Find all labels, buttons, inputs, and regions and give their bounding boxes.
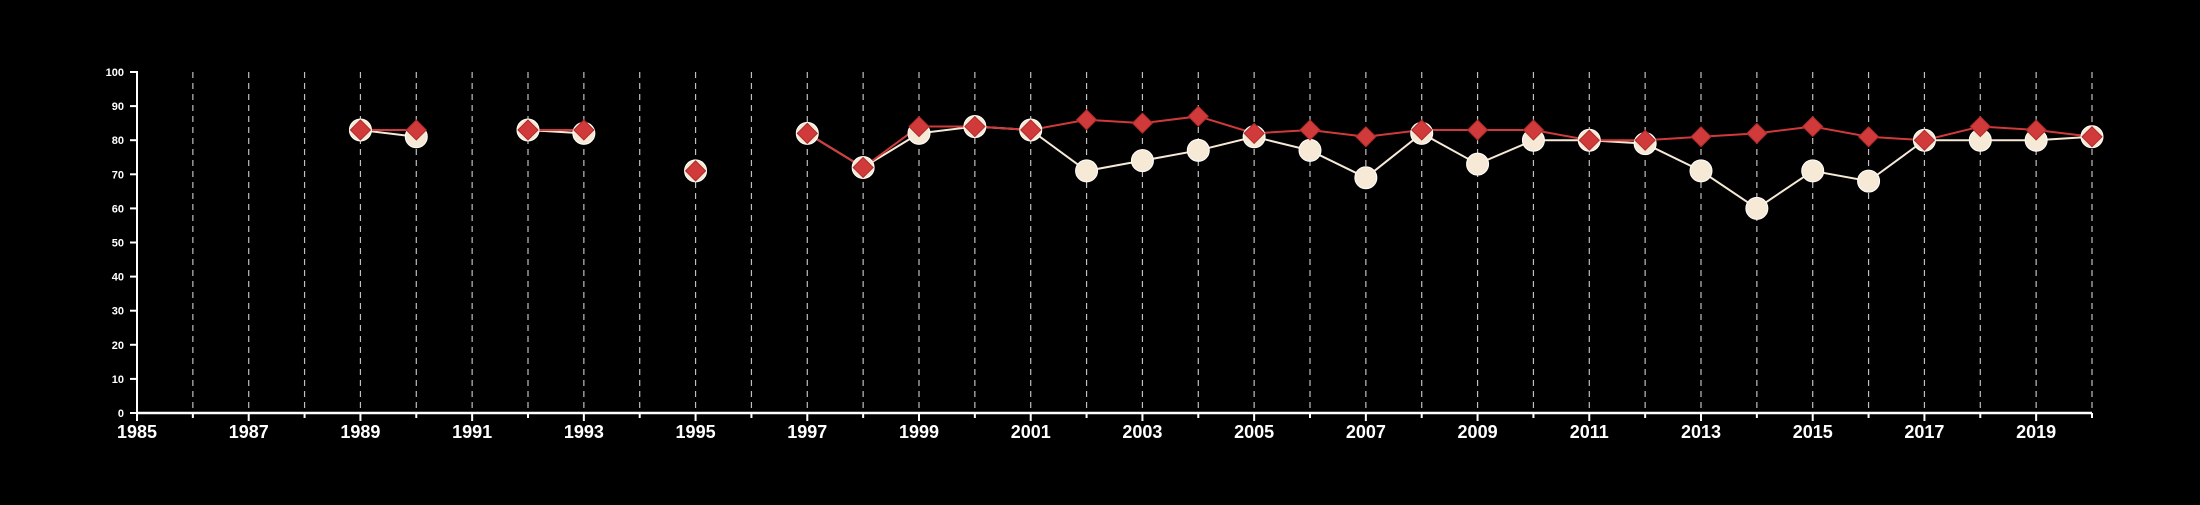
x-tick-label: 1985 [117, 422, 157, 442]
series-a-point [1186, 138, 1210, 162]
y-tick-label: 0 [118, 408, 124, 420]
x-tick-label: 1987 [229, 422, 269, 442]
series-b-point [349, 119, 372, 141]
x-tick-label: 2011 [1570, 422, 1609, 442]
series-b-point [1746, 122, 1768, 145]
axis-layer: 0 10 20 30 40 50 60 70 80 90 100 1985 1987 1989 1991 19… [106, 67, 2093, 442]
series-a-point [1354, 166, 1378, 190]
y-tick-label: 20 [112, 340, 124, 352]
series-a-point [1075, 159, 1099, 183]
series-a-point [1745, 196, 1769, 220]
y-tick-label: 60 [112, 203, 124, 215]
x-tick-label: 1993 [564, 422, 604, 442]
x-tick-label: 1999 [899, 422, 939, 442]
series-b-point [1020, 119, 1042, 141]
series-b-point [2025, 119, 2047, 141]
series-a-point [1801, 159, 1825, 183]
series-b-point [1075, 109, 1098, 131]
x-tick-label: 2015 [1793, 422, 1833, 442]
series-a-point [1298, 138, 1322, 162]
series-b-point [517, 119, 539, 141]
y-tick-label: 30 [112, 306, 124, 318]
series-b-point [908, 115, 930, 138]
x-tick-label: 2003 [1122, 422, 1162, 442]
y-tick-label: 90 [112, 101, 124, 113]
series-b-point [1913, 129, 1936, 151]
x-tick-label: 2017 [1904, 422, 1944, 442]
x-tick-label: 2005 [1234, 422, 1274, 442]
y-tick-label: 80 [112, 135, 124, 147]
x-tick-label: 2001 [1011, 422, 1051, 442]
series-b-point [573, 119, 595, 141]
series-b-point [684, 160, 707, 182]
series-b-point [796, 122, 818, 145]
x-tick-label: 1997 [787, 422, 827, 442]
series-a-point [1466, 152, 1490, 176]
x-tick-label: 1989 [340, 422, 380, 442]
y-tick-label: 50 [112, 238, 124, 250]
series-a-point [1857, 169, 1881, 193]
series-b-point [1802, 115, 1824, 138]
y-tick-label: 10 [112, 374, 124, 386]
series-b-point [1187, 105, 1209, 128]
series-b-point [1299, 119, 1321, 141]
series-b-point [1634, 129, 1656, 151]
series-b-point [1690, 126, 1712, 148]
y-tick-label: 40 [112, 272, 124, 284]
series-b-point [2081, 126, 2103, 148]
series-b-point [1355, 126, 1377, 148]
series-b-point [1131, 112, 1154, 134]
series-b-point [1411, 119, 1433, 141]
series-b-point [1857, 126, 1880, 148]
series-b-point [1969, 115, 1991, 138]
x-tick-label: 2007 [1346, 422, 1386, 442]
series-b-point [405, 119, 427, 141]
series-b-point [1243, 122, 1265, 145]
series-layer [348, 105, 2104, 220]
x-tick-label: 1991 [452, 422, 492, 442]
x-tick-label: 2013 [1681, 422, 1721, 442]
x-tick-label: 2009 [1458, 422, 1498, 442]
series-b-point [964, 115, 986, 138]
y-tick-label: 100 [106, 67, 124, 79]
series-b-point [1466, 119, 1489, 141]
x-tick-label: 1995 [676, 422, 716, 442]
series-b-point [1578, 129, 1600, 151]
x-tick-label: 2019 [2016, 422, 2056, 442]
series-b-point [852, 156, 874, 179]
y-tick-label: 70 [112, 169, 124, 181]
series-a-point [1689, 159, 1713, 183]
series-b-point [1522, 119, 1545, 141]
series-a-point [1130, 149, 1154, 173]
